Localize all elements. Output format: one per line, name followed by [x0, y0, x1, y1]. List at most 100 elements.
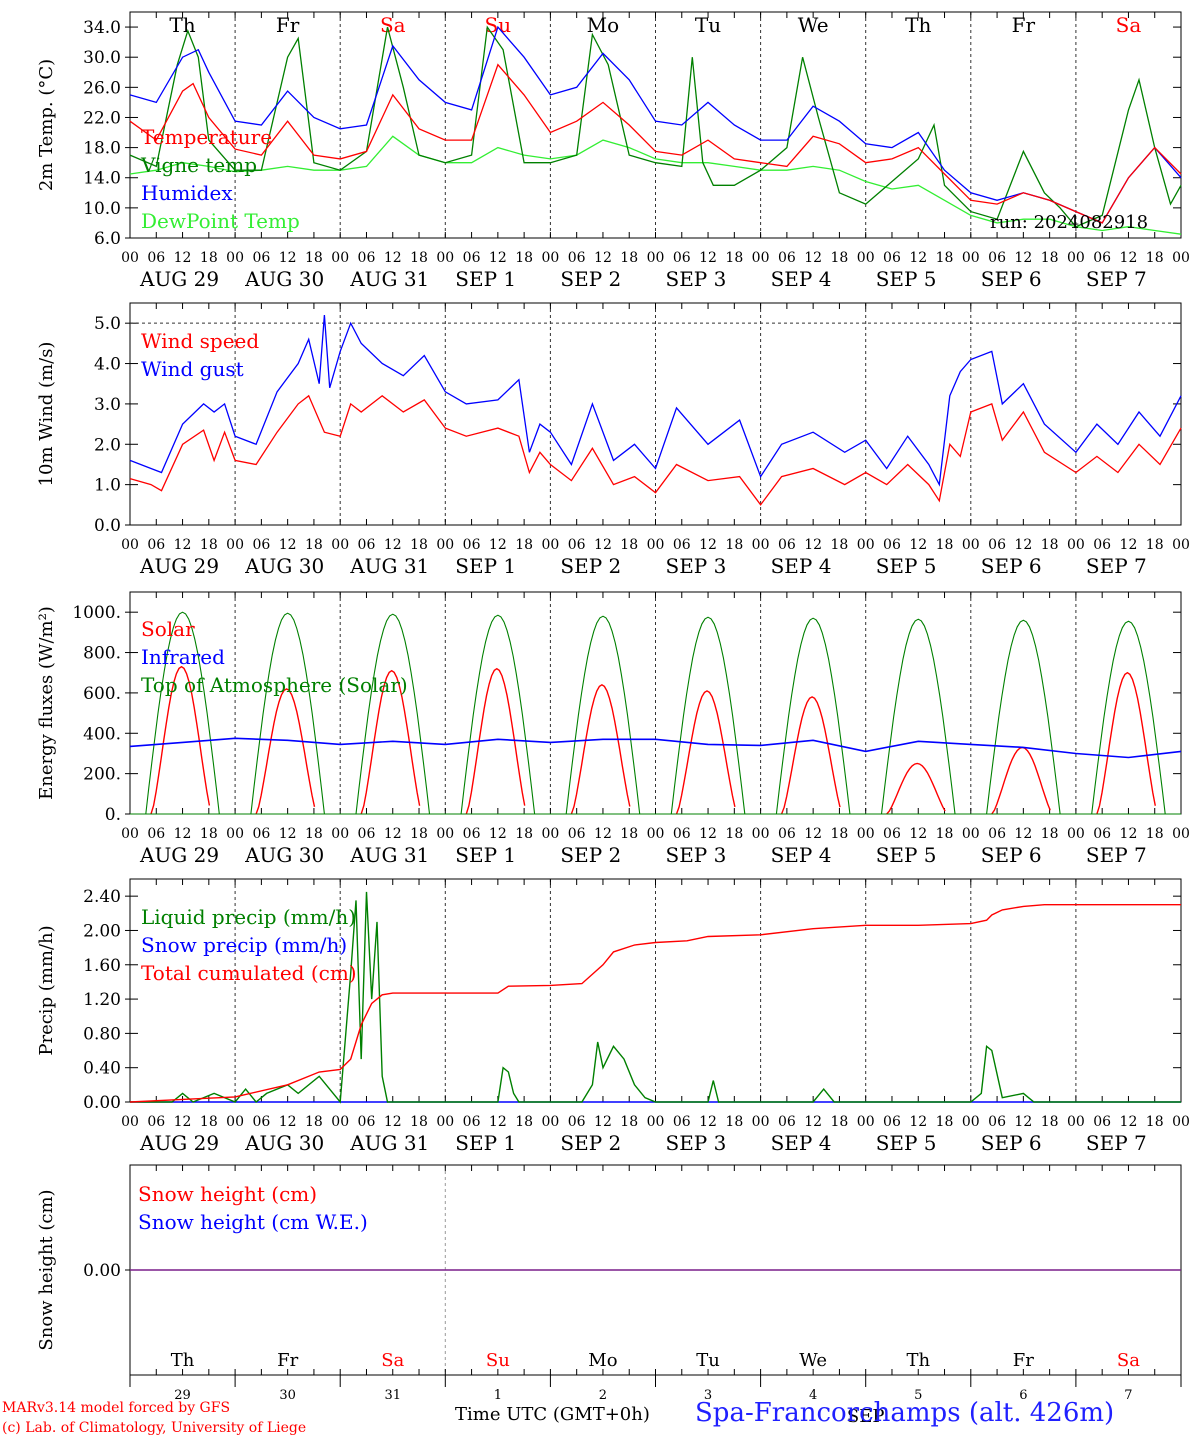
- x-axis-labels: 00 06 12 18 00 06 12 18 00 06 12 18 00 06 12 18 00 06 12 18…: [121, 537, 1190, 578]
- weekday-label: Mo: [587, 13, 620, 37]
- date-label: SEP 6: [981, 1131, 1042, 1155]
- hour-tick-label: 06: [988, 826, 1006, 842]
- weekday-label: Th: [905, 13, 931, 37]
- hour-tick-label: 12: [804, 250, 822, 266]
- hour-tick-label: 12: [279, 826, 297, 842]
- date-label: SEP 5: [876, 843, 937, 867]
- hour-tick-label: 00: [1172, 250, 1190, 266]
- hour-tick-label: 00: [541, 1114, 559, 1130]
- series-solar: [1096, 671, 1156, 815]
- date-label: SEP 4: [771, 843, 832, 867]
- date-label: SEP 5: [876, 267, 937, 291]
- y-tick-label: 0.40: [83, 1059, 121, 1079]
- date-label: SEP 4: [771, 554, 832, 578]
- series-solar: [675, 690, 736, 815]
- y-tick-label: 0.00: [83, 1093, 121, 1113]
- y-axis-label: Precip (mm/h): [36, 925, 57, 1055]
- hour-tick-label: 00: [752, 250, 770, 266]
- hour-tick-label: 00: [962, 537, 980, 553]
- day-number: 29: [174, 1388, 191, 1403]
- legend-item: Top of Atmosphere (Solar): [141, 673, 408, 697]
- hour-tick-label: 18: [305, 250, 323, 266]
- legend-item: Snow height (cm W.E.): [138, 1210, 368, 1234]
- hour-tick-label: 18: [410, 537, 428, 553]
- hour-tick-label: 00: [1067, 1114, 1085, 1130]
- series-wind-gust: [129, 315, 1182, 487]
- date-label: SEP 3: [666, 554, 727, 578]
- series-top-of-atmosphere: [880, 618, 956, 815]
- date-label: SEP 3: [666, 1131, 727, 1155]
- day-number: 1: [494, 1388, 502, 1403]
- hour-tick-label: 00: [436, 1114, 454, 1130]
- weekday-label: Sa: [1116, 13, 1142, 37]
- hour-tick-label: 06: [463, 250, 481, 266]
- hour-tick-label: 06: [988, 250, 1006, 266]
- date-label: SEP 6: [981, 267, 1042, 291]
- legend-item: Snow height (cm): [138, 1182, 317, 1206]
- date-label: AUG 29: [139, 267, 219, 291]
- hour-tick-label: 18: [936, 826, 954, 842]
- hour-tick-label: 18: [305, 537, 323, 553]
- hour-tick-label: 00: [226, 1114, 244, 1130]
- hour-tick-label: 12: [594, 250, 612, 266]
- hour-tick-label: 06: [883, 537, 901, 553]
- y-tick-label: 400.: [83, 724, 121, 744]
- hour-tick-label: 18: [620, 250, 638, 266]
- weekday-label: Sa: [1117, 1350, 1140, 1371]
- date-label: SEP 1: [455, 843, 516, 867]
- y-tick-label: 1000.: [72, 603, 121, 623]
- hour-tick-label: 18: [831, 826, 849, 842]
- x-axis-labels: 00 06 12 18 00 06 12 18 00 06 12 18 00 06 12 18 00 06 12 18…: [121, 1114, 1190, 1155]
- series-top-of-atmosphere: [145, 611, 220, 815]
- date-label: SEP 6: [981, 554, 1042, 578]
- hour-tick-label: 06: [778, 826, 796, 842]
- hour-tick-label: 00: [121, 1114, 139, 1130]
- hour-tick-label: 18: [410, 826, 428, 842]
- hour-tick-label: 18: [725, 250, 743, 266]
- series-liquid-precip-mm-h-: [130, 891, 1181, 1104]
- hour-tick-label: 00: [752, 1114, 770, 1130]
- hour-tick-label: 00: [436, 826, 454, 842]
- hour-tick-label: 06: [778, 537, 796, 553]
- hour-tick-label: 06: [463, 537, 481, 553]
- hour-tick-label: 00: [752, 826, 770, 842]
- hour-tick-label: 00: [331, 537, 349, 553]
- hour-tick-label: 06: [358, 1114, 376, 1130]
- hour-tick-label: 00: [226, 537, 244, 553]
- legend-item: Snow precip (mm/h): [141, 933, 347, 957]
- series-total-cumulated-cm-: [129, 904, 1181, 1103]
- weekday-label: Fr: [1012, 13, 1036, 37]
- series-top-of-atmosphere: [986, 619, 1061, 815]
- hour-tick-label: 12: [174, 537, 192, 553]
- hour-tick-label: 18: [1041, 1114, 1059, 1130]
- date-label: SEP 7: [1086, 554, 1147, 578]
- series-top-of-atmosphere: [775, 617, 851, 815]
- series-top-of-atmosphere: [565, 615, 641, 815]
- hour-tick-label: 12: [594, 1114, 612, 1130]
- hour-tick-label: 12: [1120, 537, 1138, 553]
- hour-tick-label: 12: [174, 826, 192, 842]
- y-tick-label: 600.: [83, 684, 121, 704]
- weekday-label: We: [799, 1350, 827, 1371]
- hour-tick-label: 06: [358, 826, 376, 842]
- weekday-label: Fr: [276, 13, 300, 37]
- legend-item: DewPoint Temp: [141, 209, 300, 233]
- hour-tick-label: 06: [673, 537, 691, 553]
- hour-tick-label: 12: [594, 826, 612, 842]
- hour-tick-label: 06: [147, 537, 165, 553]
- date-label: SEP 4: [771, 267, 832, 291]
- series-top-of-atmosphere: [250, 612, 325, 815]
- site-title: Spa-Francorchamps (alt. 426m): [695, 1398, 1115, 1428]
- y-axis-label: 10m Wind (m/s): [36, 342, 57, 487]
- hour-tick-label: 12: [489, 537, 507, 553]
- weekday-label: Su: [486, 1350, 510, 1371]
- month-label: SEP: [847, 1406, 885, 1427]
- y-tick-label: 34.0: [83, 18, 121, 38]
- x-axis-labels: 00 06 12 18 00 06 12 18 00 06 12 18 00 06 12 18 00 06 12 18…: [121, 826, 1190, 867]
- hour-tick-label: 00: [752, 537, 770, 553]
- weekday-label: Sa: [380, 13, 406, 37]
- y-tick-label: 30.0: [83, 48, 121, 68]
- date-label: AUG 30: [244, 554, 324, 578]
- weekday-label: Tu: [696, 1350, 720, 1371]
- hour-tick-label: 00: [121, 537, 139, 553]
